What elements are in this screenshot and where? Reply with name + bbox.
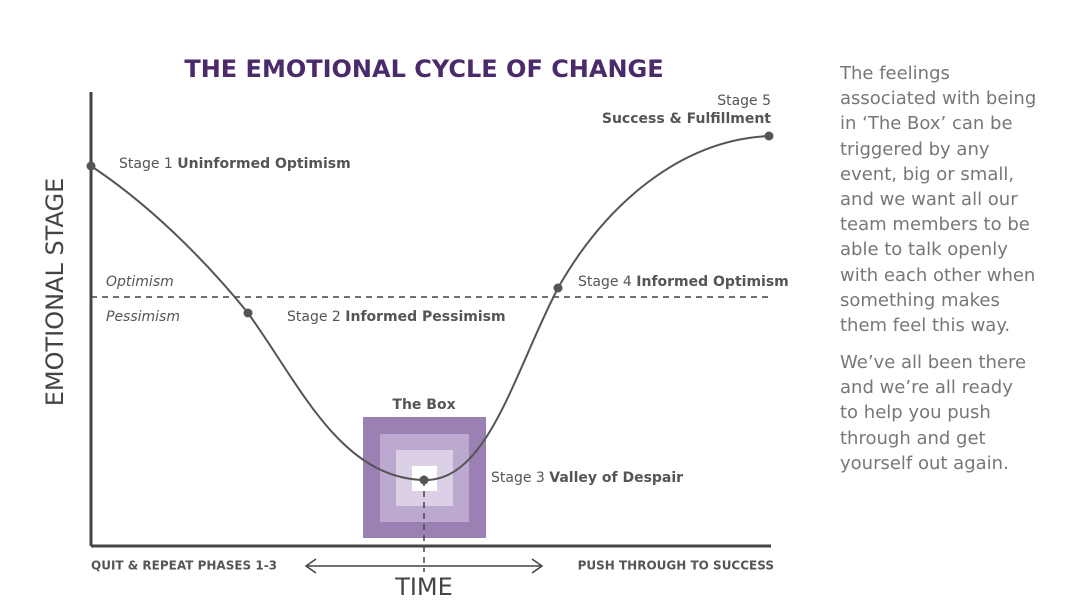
side-line: through and get [840, 427, 986, 449]
side-line: able to talk openly [840, 239, 1008, 261]
side-line: team members to be [840, 214, 1030, 236]
side-line: and we want all our [840, 189, 1018, 211]
pessimism-label: Pessimism [106, 309, 180, 325]
y-axis-label: EMOTIONAL STAGE [41, 178, 69, 407]
side-line: in ‘The Box’ can be [840, 113, 1013, 135]
stage-dot [764, 131, 774, 141]
stage-label: Stage 1 [119, 156, 173, 172]
side-line: yourself out again. [840, 452, 1009, 474]
stage-label: Stage 5 [717, 93, 771, 109]
stage-dot [86, 161, 96, 171]
stage-name: Uninformed Optimism [177, 156, 350, 172]
stage-name: Valley of Despair [549, 470, 683, 486]
side-line: associated with being [840, 88, 1037, 110]
time-arrow [304, 558, 544, 574]
stage-3: Stage 3 Valley of Despair [491, 470, 683, 486]
stage-label: Stage 4 [578, 274, 632, 290]
side-line: to help you push [840, 402, 991, 424]
stage-name: Success & Fulfillment [602, 111, 771, 127]
optimism-label: Optimism [106, 274, 174, 290]
stage-dot [243, 308, 253, 318]
side-line: event, big or small, [840, 163, 1015, 185]
side-line: triggered by any [840, 138, 990, 160]
stage-name: Informed Pessimism [345, 309, 505, 325]
title: THE EMOTIONAL CYCLE OF CHANGE [184, 55, 663, 83]
x-right-label: PUSH THROUGH TO SUCCESS [578, 559, 774, 573]
stage-1: Stage 1 Uninformed Optimism [119, 156, 351, 172]
stage-4: Stage 4 Informed Optimism [578, 274, 789, 290]
side-paragraph: The feelings associated with being in ‘The… [840, 61, 1080, 338]
stage-dot [419, 475, 429, 485]
stage-dot [553, 283, 563, 293]
side-line: The feelings [840, 63, 950, 84]
side-paragraph: We’ve all been there and we’re all ready t… [840, 350, 1080, 476]
x-left-label: QUIT & REPEAT PHASES 1-3 [91, 559, 277, 573]
stage-label: Stage 3 [491, 470, 545, 486]
side-line: We’ve all been there [840, 352, 1027, 373]
side-line: with each other when [840, 264, 1036, 286]
side-line: and we’re all ready [840, 377, 1013, 399]
stage-label: Stage 2 [287, 309, 341, 325]
diagram: THE EMOTIONAL CYCLE OF CHANGE EMOTIONAL … [41, 55, 789, 601]
side-line: them feel this way. [840, 315, 1011, 337]
stage-2: Stage 2 Informed Pessimism [287, 309, 506, 325]
box-label: The Box [392, 397, 455, 413]
side-line: something makes [840, 289, 1000, 311]
stage-name: Informed Optimism [636, 274, 789, 290]
x-axis-label: TIME [394, 573, 453, 601]
